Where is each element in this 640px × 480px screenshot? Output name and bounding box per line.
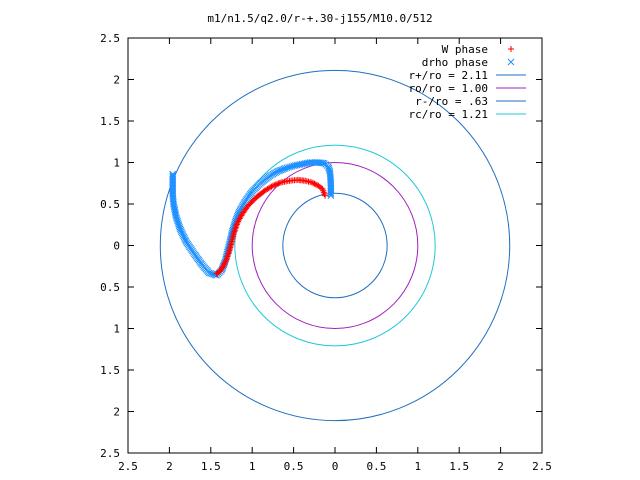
phase-point: [169, 173, 177, 181]
chart-title: m1/n1.5/q2.0/r-+.30-j155/M10.0/512: [207, 12, 432, 25]
x-tick-label: 1: [414, 460, 421, 473]
phase-point: [169, 170, 177, 178]
phase-point: [278, 179, 285, 186]
x-tick-label: 1.5: [449, 460, 469, 473]
x-tick-label: 0: [332, 460, 339, 473]
legend-label: r+/ro = 2.11: [409, 69, 488, 82]
x-tick-label: 2: [166, 460, 173, 473]
legend-label: ro/ro = 1.00: [409, 82, 488, 95]
phase-point: [169, 172, 177, 179]
y-tick-label: 1: [113, 323, 120, 336]
phase-point: [274, 181, 281, 188]
legend-marker: [507, 58, 515, 66]
phase-point: [276, 179, 283, 186]
axis-ticks: 2.5 2 1.5 1 0.5 0 0.5 1 1.5 2 2.52.521.510.500.511…: [100, 32, 552, 473]
phase-point: [312, 181, 319, 188]
y-tick-label: 0: [113, 240, 120, 253]
phase-point: [214, 269, 221, 276]
reference-circle: [159, 69, 511, 422]
y-tick-label: 1.5: [100, 364, 120, 377]
legend-label: drho phase: [422, 56, 488, 69]
x-tick-label: 1.5: [201, 460, 221, 473]
x-tick-label: 2.5: [118, 460, 138, 473]
phase-point: [213, 270, 220, 277]
y-tick-label: 2: [113, 406, 120, 419]
phase-point: [275, 180, 282, 187]
phase-point: [311, 180, 318, 187]
y-tick-label: 2: [113, 74, 120, 87]
legend-label: rc/ro = 1.21: [409, 108, 488, 121]
phase-points: [169, 159, 335, 279]
reference-circle: [282, 192, 388, 299]
y-tick-label: 0.5: [100, 281, 120, 294]
x-tick-label: 0.5: [366, 460, 386, 473]
reference-circle: [251, 162, 419, 329]
plot-frame: [127, 37, 543, 454]
legend-marker: [508, 46, 514, 52]
reference-circles: [159, 69, 511, 422]
phase-point: [272, 181, 279, 188]
phase-point: [222, 259, 229, 266]
x-tick-label: 2: [497, 460, 504, 473]
y-tick-label: 2.5: [100, 447, 120, 460]
y-tick-label: 2.5: [100, 32, 120, 45]
phase-point: [220, 261, 227, 268]
phase-point: [223, 256, 230, 263]
phase-point: [315, 182, 322, 189]
phase-point: [271, 182, 278, 189]
x-tick-label: 0.5: [284, 460, 304, 473]
reference-circle: [234, 144, 436, 347]
x-tick-label: 1: [249, 460, 256, 473]
phase-point: [222, 257, 229, 264]
y-tick-label: 1.5: [100, 115, 120, 128]
legend-label: r-/ro = .63: [415, 95, 488, 108]
phase-point: [314, 182, 321, 189]
legend-label: W phase: [442, 43, 488, 56]
phase-point: [221, 260, 228, 267]
y-tick-label: 0.5: [100, 198, 120, 211]
y-tick-label: 1: [113, 157, 120, 170]
phase-point: [310, 180, 317, 187]
x-tick-label: 2.5: [532, 460, 552, 473]
